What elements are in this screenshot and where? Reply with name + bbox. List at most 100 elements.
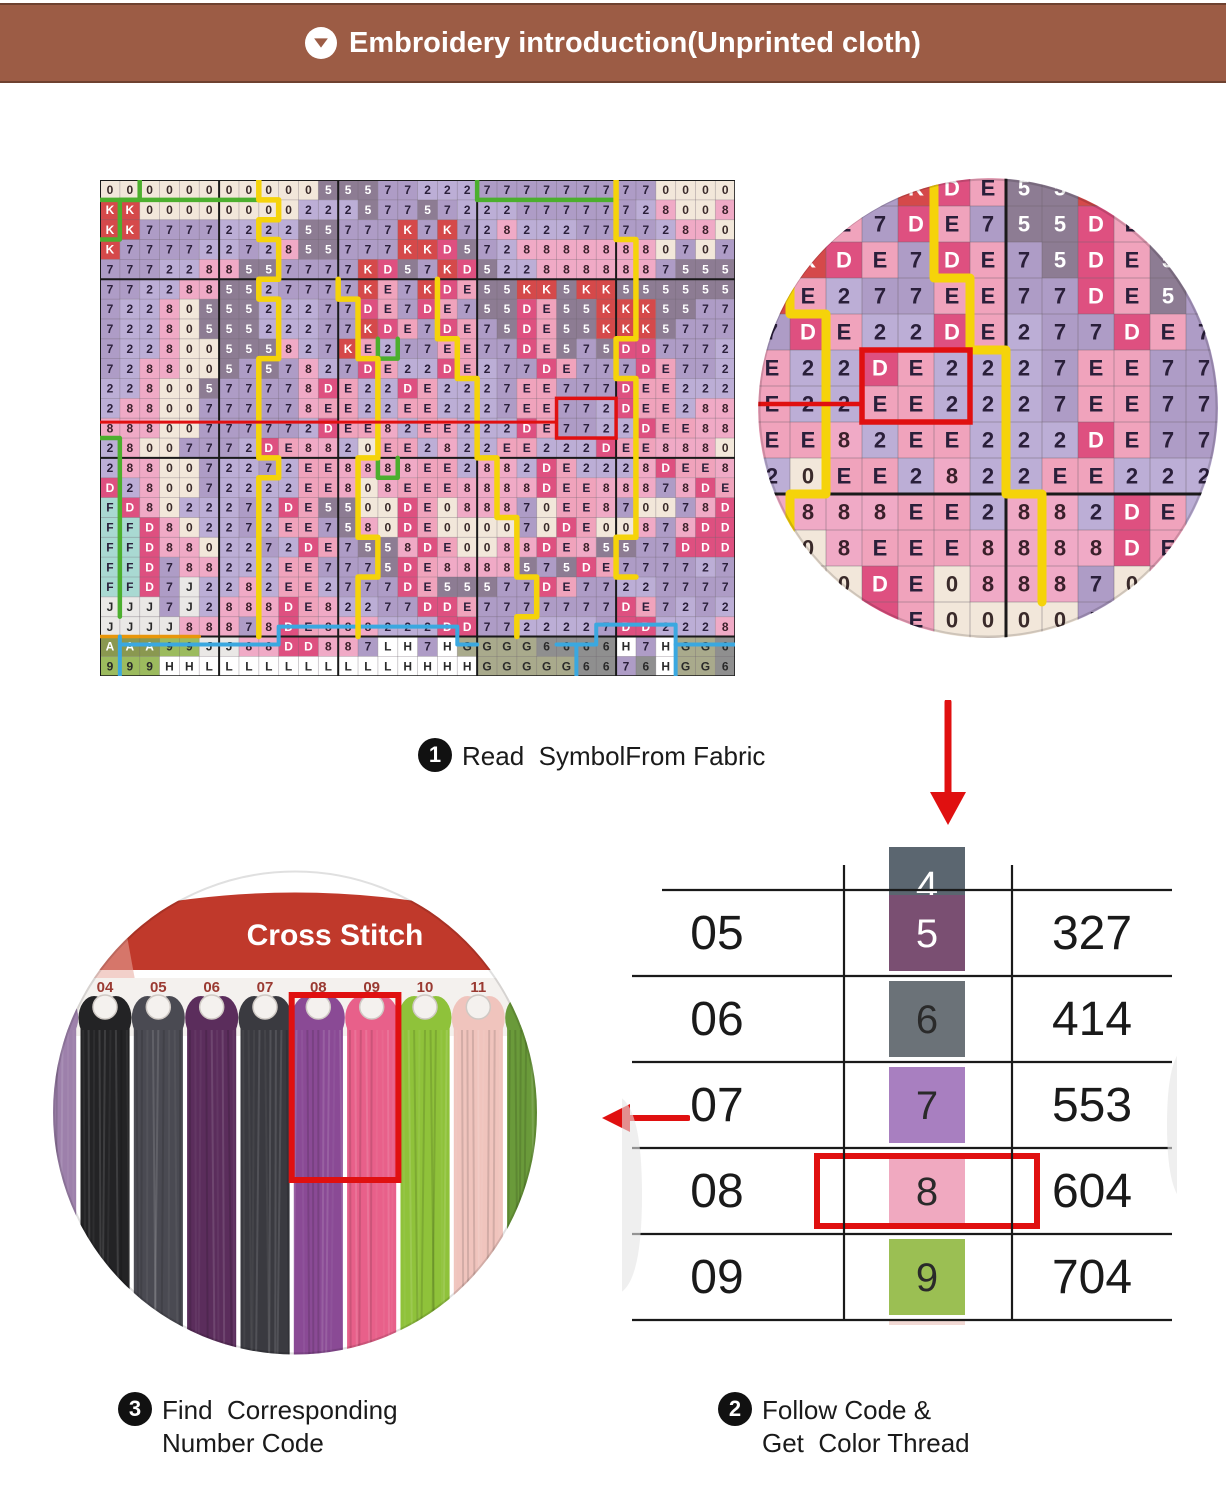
svg-text:2: 2 [563,223,570,237]
svg-text:2: 2 [722,362,729,376]
svg-text:2: 2 [643,203,650,217]
svg-text:7: 7 [722,560,729,574]
svg-text:5: 5 [1162,284,1174,309]
svg-text:5: 5 [1198,248,1210,273]
svg-text:2: 2 [484,223,491,237]
svg-text:0: 0 [186,461,193,475]
svg-text:E: E [424,461,432,475]
svg-text:2: 2 [946,392,958,417]
svg-text:E: E [304,580,312,594]
svg-text:E: E [304,521,312,535]
svg-text:7: 7 [107,322,114,336]
svg-text:7: 7 [404,203,411,217]
svg-text:E: E [285,560,293,574]
svg-text:F: F [126,521,133,535]
svg-text:D: D [284,600,293,614]
svg-text:0: 0 [246,183,253,197]
svg-text:5: 5 [563,560,570,574]
svg-text:0: 0 [186,401,193,415]
svg-text:D: D [721,540,730,554]
svg-text:D: D [661,461,670,475]
svg-text:7: 7 [206,441,213,455]
svg-text:7: 7 [126,282,133,296]
svg-text:0: 0 [384,501,391,515]
svg-text:5: 5 [523,560,530,574]
svg-text:2: 2 [424,441,431,455]
svg-text:7: 7 [682,362,689,376]
svg-text:6: 6 [722,640,729,654]
svg-text:8: 8 [523,540,530,554]
svg-text:D: D [423,302,432,316]
svg-text:E: E [582,501,590,515]
svg-text:E: E [945,500,960,525]
svg-text:5: 5 [384,560,391,574]
svg-text:2: 2 [484,382,491,396]
svg-text:5: 5 [682,263,689,277]
svg-text:8: 8 [603,243,610,257]
svg-text:E: E [562,362,570,376]
svg-text:7: 7 [722,302,729,316]
svg-text:D: D [872,356,888,381]
svg-text:8: 8 [325,640,332,654]
svg-text:0: 0 [166,481,173,495]
svg-text:D: D [145,521,154,535]
svg-text:8: 8 [404,540,411,554]
svg-text:K: K [764,284,780,309]
svg-text:7: 7 [504,401,511,415]
svg-text:8: 8 [702,501,709,515]
svg-text:7: 7 [365,580,372,594]
svg-text:0: 0 [603,521,610,535]
svg-text:7: 7 [384,223,391,237]
svg-text:E: E [837,212,852,237]
svg-text:8: 8 [365,461,372,475]
svg-text:5: 5 [246,263,253,277]
svg-text:7: 7 [166,580,173,594]
svg-text:0: 0 [365,441,372,455]
svg-text:E: E [765,428,780,453]
svg-text:0: 0 [662,501,669,515]
svg-text:7: 7 [365,560,372,574]
svg-text:2: 2 [226,481,233,495]
svg-text:8: 8 [523,481,530,495]
svg-text:D: D [364,302,373,316]
svg-text:2: 2 [1090,500,1102,525]
svg-text:7: 7 [643,223,650,237]
svg-text:7: 7 [365,243,372,257]
svg-text:L: L [206,660,213,674]
svg-text:5: 5 [603,540,610,554]
svg-text:2: 2 [365,600,372,614]
svg-text:8: 8 [702,421,709,435]
svg-text:7: 7 [662,342,669,356]
svg-text:K: K [403,223,412,237]
svg-text:7: 7 [504,362,511,376]
svg-text:F: F [106,521,113,535]
svg-text:5: 5 [365,203,372,217]
svg-text:7: 7 [1198,356,1210,381]
svg-text:2: 2 [464,203,471,217]
svg-text:5: 5 [226,302,233,316]
svg-text:8: 8 [643,243,650,257]
svg-text:E: E [642,382,650,396]
svg-text:D: D [1124,320,1140,345]
svg-text:8: 8 [1018,500,1030,525]
svg-text:D: D [1160,608,1176,633]
svg-text:E: E [1125,428,1140,453]
svg-text:7: 7 [523,580,530,594]
svg-text:7: 7 [702,600,709,614]
svg-text:E: E [463,600,471,614]
svg-text:0: 0 [444,501,451,515]
svg-text:2: 2 [543,223,550,237]
svg-text:E: E [662,362,670,376]
svg-text:0: 0 [226,183,233,197]
svg-text:7: 7 [682,322,689,336]
svg-text:8: 8 [583,243,590,257]
svg-text:5: 5 [702,282,709,296]
svg-text:D: D [721,501,730,515]
svg-text:7: 7 [543,183,550,197]
svg-text:E: E [285,441,293,455]
svg-text:7: 7 [146,223,153,237]
svg-text:0: 0 [166,441,173,455]
svg-text:2: 2 [1126,464,1138,489]
svg-text:H: H [443,660,452,674]
svg-text:2: 2 [285,540,292,554]
